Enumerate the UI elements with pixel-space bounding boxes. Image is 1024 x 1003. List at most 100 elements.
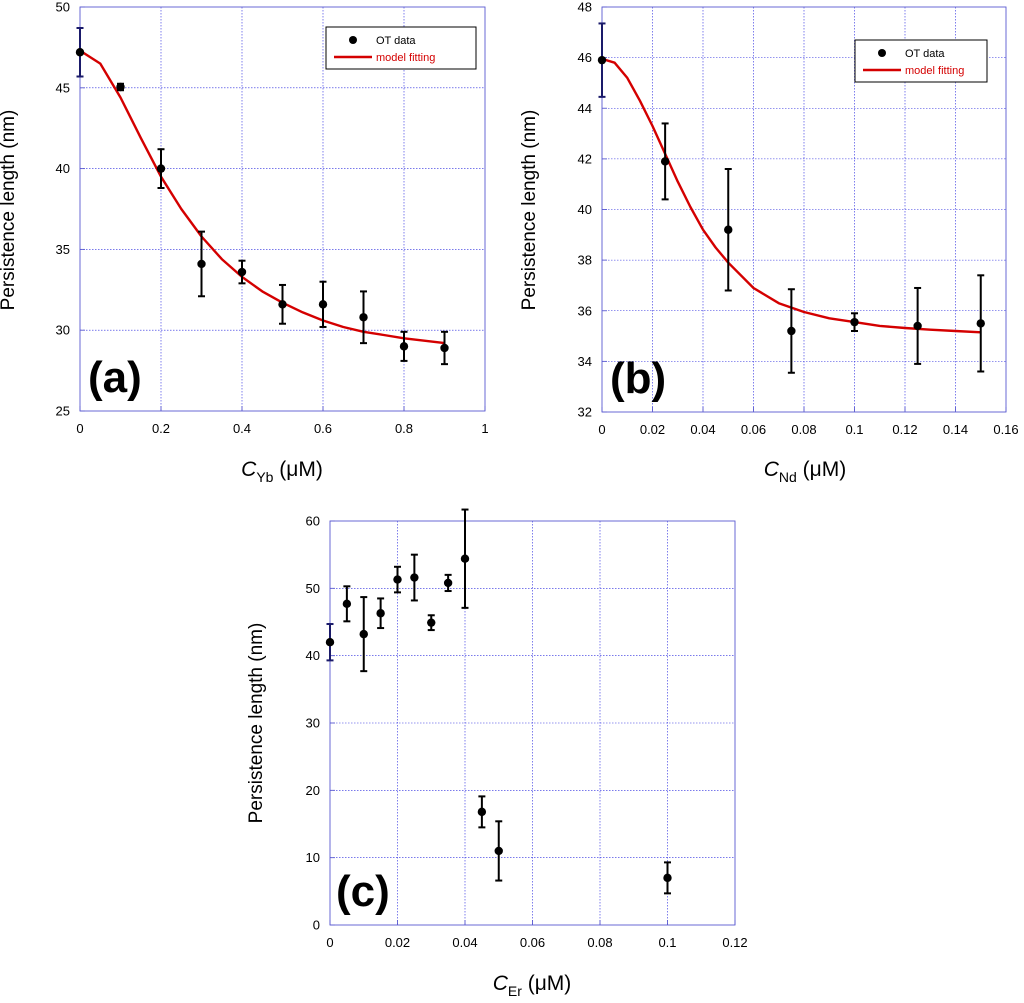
y-tick-label: 30 bbox=[306, 716, 320, 731]
x-axis-label: CEr (μM) bbox=[493, 972, 572, 999]
panel-label: (a) bbox=[88, 353, 142, 402]
x-tick-label: 0 bbox=[598, 422, 605, 437]
x-axis-label-unit: (μM) bbox=[522, 972, 571, 995]
y-axis-label: Persistence length (nm) bbox=[0, 110, 19, 311]
x-tick-label: 0 bbox=[76, 421, 83, 436]
legend-marker-data bbox=[349, 36, 357, 44]
x-tick-label: 0.06 bbox=[520, 935, 545, 950]
data-point bbox=[850, 317, 859, 327]
data-point bbox=[460, 554, 470, 563]
legend-label-data: OT data bbox=[376, 35, 416, 47]
x-tick-label: 0.12 bbox=[722, 935, 747, 950]
data-point bbox=[342, 599, 352, 609]
legend-box bbox=[854, 39, 988, 83]
y-tick-label: 32 bbox=[578, 405, 592, 420]
panel-label: (b) bbox=[610, 354, 666, 403]
y-axis-label: Persistence length (nm) bbox=[246, 623, 267, 824]
legend-label-fit: model fitting bbox=[376, 52, 435, 64]
x-tick-label: 0.08 bbox=[791, 422, 816, 437]
data-point bbox=[376, 609, 385, 618]
x-tick-label: 1 bbox=[481, 421, 488, 436]
x-tick-label: 0.1 bbox=[658, 935, 676, 950]
data-point bbox=[197, 259, 206, 269]
panel-c: 0 0.02 0.04 0.06 0.08 0.1 0.12 0 10 20 30 40 50 60 Per… bbox=[246, 508, 748, 999]
x-axis-label-subscript: Er bbox=[508, 983, 522, 999]
y-tick-label: 35 bbox=[56, 242, 70, 257]
panel-label: (c) bbox=[336, 867, 390, 916]
data-point bbox=[393, 575, 402, 584]
x-tick-label: 0.8 bbox=[395, 421, 413, 436]
data-point bbox=[724, 225, 733, 234]
y-tick-label: 48 bbox=[578, 0, 592, 15]
data-point bbox=[399, 342, 409, 351]
y-tick-label: 36 bbox=[578, 303, 592, 318]
x-axis-label-subscript: Nd bbox=[779, 469, 797, 485]
data-point bbox=[156, 164, 166, 173]
y-tick-label: 25 bbox=[56, 404, 70, 419]
data-point bbox=[663, 873, 672, 883]
data-point bbox=[325, 638, 335, 647]
x-tick-label: 0.1 bbox=[845, 422, 863, 437]
y-tick-label: 30 bbox=[56, 323, 70, 338]
fit-curve bbox=[79, 49, 445, 345]
data-point bbox=[440, 343, 449, 353]
x-axis-label-symbol: C bbox=[764, 458, 780, 481]
y-tick-label: 38 bbox=[578, 253, 592, 268]
data-point bbox=[976, 319, 985, 328]
y-tick-label: 50 bbox=[56, 0, 70, 15]
panel-b: 0 0.02 0.04 0.06 0.08 0.1 0.12 0.14 0.16 32 34 36 38… bbox=[519, 0, 1019, 485]
x-tick-label: 0.4 bbox=[233, 421, 251, 436]
data-point bbox=[116, 82, 125, 92]
panel-a: 0 0.2 0.4 0.6 0.8 1 25 30 35 40 45 50 Persistence le… bbox=[0, 0, 489, 485]
y-tick-label: 40 bbox=[306, 648, 320, 663]
data-point bbox=[410, 573, 419, 582]
legend-box bbox=[325, 26, 477, 70]
x-tick-label: 0.16 bbox=[993, 422, 1018, 437]
x-axis-label-subscript: Yb bbox=[256, 469, 273, 485]
y-tick-label: 42 bbox=[578, 151, 592, 166]
x-axis-label: CYb (μM) bbox=[241, 458, 323, 485]
x-tick-label: 0.06 bbox=[741, 422, 766, 437]
y-tick-label: 40 bbox=[56, 161, 70, 176]
x-tick-label: 0.04 bbox=[452, 935, 477, 950]
x-tick-label: 0 bbox=[326, 935, 333, 950]
x-axis-label-unit: (μM) bbox=[797, 458, 846, 481]
y-tick-label: 10 bbox=[306, 850, 320, 865]
x-axis-label: CNd (μM) bbox=[764, 458, 847, 485]
plot-frame bbox=[79, 6, 486, 412]
x-tick-label: 0.12 bbox=[892, 422, 917, 437]
data-point bbox=[237, 267, 247, 277]
y-axis-label: Persistence length (nm) bbox=[519, 110, 540, 311]
y-tick-label: 34 bbox=[578, 354, 592, 369]
data-point bbox=[75, 48, 85, 57]
x-axis-label-symbol: C bbox=[493, 972, 509, 995]
y-tick-label: 46 bbox=[578, 50, 592, 65]
x-tick-label: 0.14 bbox=[943, 422, 968, 437]
data-point bbox=[359, 313, 368, 322]
y-tick-label: 60 bbox=[306, 514, 320, 529]
y-tick-label: 40 bbox=[578, 202, 592, 217]
data-point bbox=[359, 629, 368, 639]
x-tick-label: 0.04 bbox=[690, 422, 715, 437]
data-point bbox=[278, 300, 287, 309]
y-tick-label: 44 bbox=[578, 101, 592, 116]
legend-marker-data bbox=[878, 49, 886, 57]
data-point bbox=[494, 846, 503, 856]
x-axis-label-unit: (μM) bbox=[273, 458, 322, 481]
legend-label-data: OT data bbox=[905, 48, 945, 60]
x-tick-label: 0.02 bbox=[385, 935, 410, 950]
x-tick-label: 0.08 bbox=[587, 935, 612, 950]
y-tick-label: 50 bbox=[306, 581, 320, 596]
data-point bbox=[477, 807, 487, 817]
y-tick-label: 45 bbox=[56, 80, 70, 95]
data-point bbox=[913, 321, 922, 331]
data-point bbox=[787, 326, 796, 336]
data-point bbox=[660, 157, 670, 166]
data-point bbox=[597, 55, 607, 65]
x-tick-label: 0.2 bbox=[152, 421, 170, 436]
data-point bbox=[427, 618, 436, 627]
data-point bbox=[318, 300, 328, 309]
y-tick-label: 20 bbox=[306, 783, 320, 798]
y-tick-label: 0 bbox=[313, 918, 320, 933]
